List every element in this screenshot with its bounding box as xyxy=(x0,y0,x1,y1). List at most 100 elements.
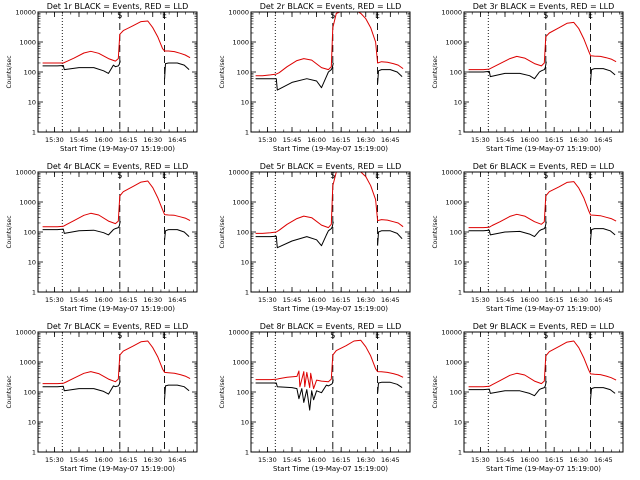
series-events-line xyxy=(42,220,121,236)
y-tick-label: 10 xyxy=(28,99,36,107)
marker-label-s: S xyxy=(543,11,548,20)
plot-frame xyxy=(37,331,198,453)
series-events-line xyxy=(590,387,616,399)
y-tick-label: 100 xyxy=(237,69,249,77)
panel-5: Det 5r BLACK = Events, RED = LLD Counts/s… xyxy=(219,162,411,313)
series-events-line xyxy=(468,221,547,238)
series-lld-line xyxy=(255,339,404,390)
plot-frame xyxy=(37,171,198,293)
x-tick-label: 16:00 xyxy=(307,296,326,304)
y-tick-label: 100 xyxy=(24,229,36,237)
panel-title: Det 8r BLACK = Events, RED = LLD xyxy=(260,322,402,331)
x-axis-label: Start Time (19-May-07 15:19:00) xyxy=(60,305,175,313)
series-group xyxy=(468,21,617,82)
y-tick-label: 1000 xyxy=(445,39,462,47)
y-tick-label: 1 xyxy=(458,129,462,137)
x-tick-label: 16:45 xyxy=(594,456,613,464)
series-events-line xyxy=(255,221,334,249)
x-tick-label: 15:45 xyxy=(70,456,89,464)
panel-9: Det 9r BLACK = Events, RED = LLD Counts/s… xyxy=(432,322,624,473)
y-tick-label: 100 xyxy=(237,229,249,237)
y-tick-label: 10 xyxy=(454,259,462,267)
series-events-line xyxy=(377,69,403,84)
series-lld-line xyxy=(255,12,404,77)
marker-label-e: E xyxy=(588,11,593,20)
series-events-line xyxy=(255,379,334,411)
x-axis-label: Start Time (19-May-07 15:19:00) xyxy=(486,305,601,313)
y-tick-label: 100 xyxy=(450,69,462,77)
marker-label-s: S xyxy=(543,171,548,180)
x-axis-label: Start Time (19-May-07 15:19:00) xyxy=(273,145,388,153)
x-tick-label: 16:45 xyxy=(381,136,400,144)
x-tick-label: 16:30 xyxy=(143,456,162,464)
y-tick-label: 1000 xyxy=(19,359,36,367)
y-tick-label: 10000 xyxy=(441,9,462,17)
series-events-line xyxy=(164,384,190,399)
x-tick-label: 16:45 xyxy=(381,456,400,464)
plot-frame xyxy=(250,171,411,293)
x-axis-label: Start Time (19-May-07 15:19:00) xyxy=(486,145,601,153)
series-events-line xyxy=(164,229,190,240)
y-tick-label: 1000 xyxy=(19,199,36,207)
x-tick-label: 15:45 xyxy=(496,136,515,144)
series-events-line xyxy=(377,230,403,246)
y-tick-label: 1000 xyxy=(445,199,462,207)
y-axis-label: Counts/sec xyxy=(432,375,439,408)
x-tick-label: 16:15 xyxy=(332,456,351,464)
series-lld-line xyxy=(42,20,191,64)
x-tick-label: 15:45 xyxy=(283,456,302,464)
y-axis-label: Counts/sec xyxy=(219,375,226,408)
x-tick-label: 15:30 xyxy=(45,456,64,464)
marker-label-e: E xyxy=(588,171,593,180)
panel-title: Det 5r BLACK = Events, RED = LLD xyxy=(260,162,402,171)
y-tick-label: 1 xyxy=(32,289,36,297)
panel-4: Det 4r BLACK = Events, RED = LLD Counts/s… xyxy=(6,162,198,313)
x-tick-label: 15:45 xyxy=(283,296,302,304)
x-tick-label: 16:00 xyxy=(94,136,113,144)
y-tick-label: 10 xyxy=(241,419,249,427)
x-tick-label: 16:15 xyxy=(332,136,351,144)
panel-title: Det 7r BLACK = Events, RED = LLD xyxy=(47,322,189,331)
marker-label-e: E xyxy=(162,171,167,180)
series-events-line xyxy=(377,381,403,394)
y-tick-label: 1 xyxy=(32,129,36,137)
y-tick-label: 10 xyxy=(28,419,36,427)
y-axis-label: Counts/sec xyxy=(6,55,13,88)
series-events-line xyxy=(468,380,547,397)
x-tick-label: 16:00 xyxy=(94,456,113,464)
panel-7: Det 7r BLACK = Events, RED = LLD Counts/s… xyxy=(6,322,198,473)
y-axis-label: Counts/sec xyxy=(219,215,226,248)
y-tick-label: 1000 xyxy=(19,39,36,47)
y-tick-label: 100 xyxy=(24,389,36,397)
x-tick-label: 16:00 xyxy=(520,296,539,304)
x-tick-label: 15:45 xyxy=(70,136,89,144)
series-lld-line xyxy=(42,180,191,228)
panel-title: Det 9r BLACK = Events, RED = LLD xyxy=(473,322,615,331)
x-axis-label: Start Time (19-May-07 15:19:00) xyxy=(273,465,388,473)
y-tick-label: 1 xyxy=(32,449,36,457)
plot-frame xyxy=(463,11,624,133)
y-tick-label: 1000 xyxy=(232,199,249,207)
x-tick-label: 16:30 xyxy=(143,296,162,304)
x-tick-label: 15:45 xyxy=(70,296,89,304)
panel-2: Det 2r BLACK = Events, RED = LLD Counts/s… xyxy=(219,2,411,153)
x-axis-label: Start Time (19-May-07 15:19:00) xyxy=(60,465,175,473)
x-tick-label: 16:30 xyxy=(356,296,375,304)
y-tick-label: 1 xyxy=(245,289,249,297)
plot-frame xyxy=(250,331,411,453)
series-events-line xyxy=(164,62,190,79)
series-lld-line xyxy=(468,21,617,71)
marker-label-e: E xyxy=(375,331,380,340)
series-group xyxy=(468,181,617,240)
series-lld-line xyxy=(468,340,617,388)
marker-label-e: E xyxy=(588,331,593,340)
x-tick-label: 16:15 xyxy=(545,296,564,304)
y-tick-label: 10 xyxy=(28,259,36,267)
y-tick-label: 1 xyxy=(245,449,249,457)
x-tick-label: 16:45 xyxy=(381,296,400,304)
y-tick-label: 10 xyxy=(454,99,462,107)
x-tick-label: 15:30 xyxy=(45,296,64,304)
plot-frame xyxy=(463,171,624,293)
x-tick-label: 15:30 xyxy=(258,136,277,144)
